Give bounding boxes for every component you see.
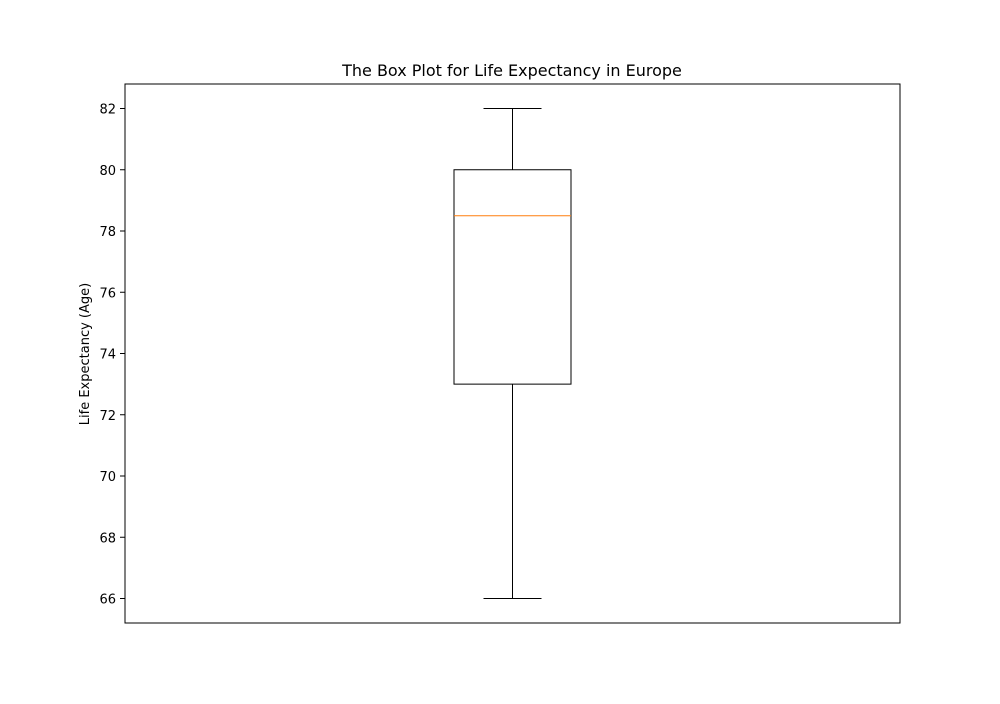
y-tick-label: 78	[99, 225, 116, 240]
y-tick-label: 74	[99, 348, 116, 363]
iqr-box	[453, 169, 572, 385]
y-tick-label: 66	[99, 593, 116, 608]
y-axis: 66 68 70 72 74 76 78 80 82	[99, 103, 125, 608]
box-series	[453, 108, 572, 599]
y-tick-label: 76	[99, 286, 116, 301]
y-tick-label: 82	[99, 103, 116, 118]
chart-title: The Box Plot for Life Expectancy in Euro…	[341, 61, 682, 80]
y-tick-label: 68	[99, 531, 116, 546]
box-element	[453, 108, 572, 599]
y-axis-label: Life Expectancy (Age)	[78, 283, 93, 425]
y-tick-label: 70	[99, 470, 116, 485]
y-tick-label: 72	[99, 409, 116, 424]
y-tick-label: 80	[99, 164, 116, 179]
